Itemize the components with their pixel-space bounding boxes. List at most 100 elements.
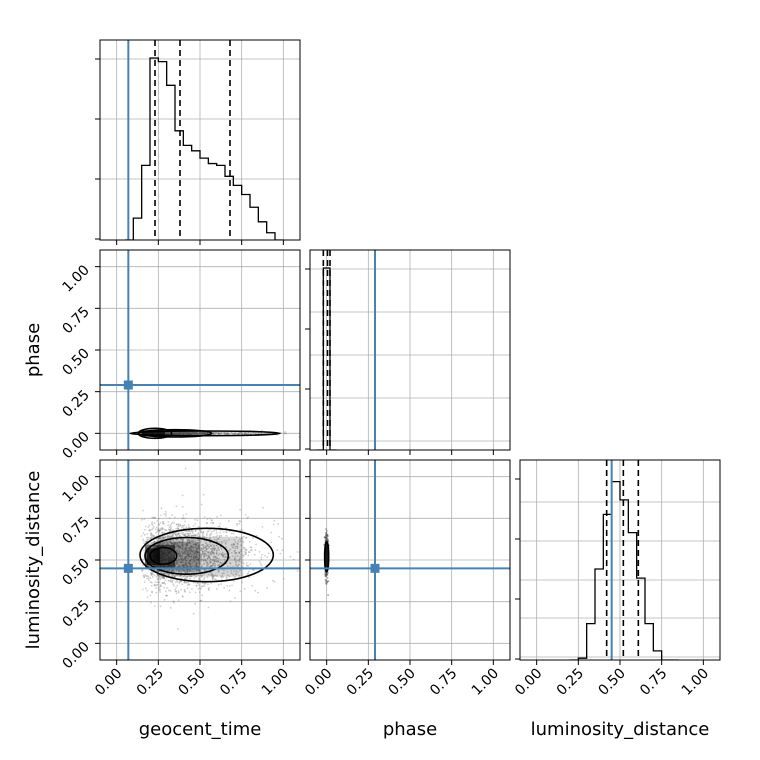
sample-point xyxy=(206,561,209,564)
sample-point xyxy=(159,522,162,524)
sample-point xyxy=(230,532,233,535)
sample-point xyxy=(181,432,184,434)
sample-point xyxy=(215,539,218,541)
sample-point xyxy=(166,535,169,538)
sample-point xyxy=(203,570,206,572)
sample-point xyxy=(187,432,190,435)
sample-point xyxy=(202,545,205,548)
sample-point xyxy=(300,545,302,547)
sample-point xyxy=(202,578,205,581)
sample-point xyxy=(189,433,191,436)
sample-point xyxy=(191,432,194,435)
sample-point xyxy=(195,565,198,568)
sample-point xyxy=(185,563,188,565)
sample-point xyxy=(210,564,213,567)
sample-point xyxy=(179,431,182,434)
sample-point xyxy=(168,573,170,576)
sample-point xyxy=(209,565,211,568)
sample-point xyxy=(193,556,196,559)
sample-point xyxy=(255,543,257,546)
sample-point xyxy=(177,545,179,547)
sample-point xyxy=(180,431,183,434)
sample-point xyxy=(184,547,187,550)
sample-point xyxy=(185,526,188,529)
sample-point xyxy=(202,534,205,537)
sample-point xyxy=(158,531,161,533)
sample-point xyxy=(214,563,217,566)
sample-point xyxy=(194,550,197,553)
x-tick-label: 0.00 xyxy=(92,666,125,699)
sample-point xyxy=(206,561,209,564)
sample-point xyxy=(228,432,230,435)
sample-point xyxy=(161,531,164,534)
sample-point xyxy=(144,525,147,528)
sample-point xyxy=(184,571,187,574)
sample-point xyxy=(179,574,182,577)
sample-point xyxy=(175,592,178,595)
sample-point xyxy=(222,555,225,558)
sample-point xyxy=(184,533,187,535)
sample-point xyxy=(187,551,190,553)
sample-point xyxy=(180,561,182,564)
sample-point xyxy=(191,432,194,435)
sample-point xyxy=(185,543,188,546)
sample-point xyxy=(202,560,205,563)
sample-point xyxy=(164,431,167,434)
sample-point xyxy=(220,562,223,565)
sample-point xyxy=(205,536,208,539)
sample-point xyxy=(282,577,285,580)
sample-point xyxy=(203,582,206,585)
sample-point xyxy=(166,431,169,434)
sample-point xyxy=(179,523,181,526)
sample-point xyxy=(159,583,161,586)
sample-point xyxy=(157,528,160,531)
sample-point xyxy=(206,557,209,560)
sample-point xyxy=(213,565,216,568)
sample-point xyxy=(234,432,237,435)
sample-point xyxy=(150,522,153,525)
sample-point xyxy=(179,432,182,435)
sample-point xyxy=(206,564,209,566)
sample-point xyxy=(220,553,223,555)
sample-point xyxy=(219,561,222,564)
sample-point xyxy=(188,583,191,586)
sample-point xyxy=(185,432,188,435)
sample-point xyxy=(181,541,184,544)
sample-point xyxy=(206,530,209,533)
sample-point xyxy=(189,555,192,558)
sample-point xyxy=(195,432,198,435)
sample-point xyxy=(181,547,183,550)
sample-point xyxy=(196,539,199,542)
sample-point xyxy=(193,564,196,567)
sample-point xyxy=(178,540,181,543)
sample-point xyxy=(209,517,211,520)
sample-point xyxy=(155,531,158,534)
sample-point xyxy=(217,432,219,435)
sample-point xyxy=(211,558,214,561)
sample-point xyxy=(167,543,169,546)
sample-point xyxy=(195,542,197,545)
sample-point xyxy=(247,565,250,567)
sample-point xyxy=(195,565,198,568)
sample-point xyxy=(212,555,215,558)
sample-point xyxy=(173,522,176,524)
sample-point xyxy=(183,552,186,554)
sample-point xyxy=(189,563,192,566)
sample-point xyxy=(200,587,202,590)
sample-point xyxy=(191,432,194,434)
sample-point xyxy=(195,555,198,558)
sample-point xyxy=(165,433,168,435)
sample-point xyxy=(195,550,198,553)
sample-point xyxy=(158,575,161,578)
sample-point xyxy=(201,557,203,560)
sample-point xyxy=(182,558,185,561)
sample-point xyxy=(187,526,190,529)
sample-point xyxy=(200,565,203,568)
panel-scatter-geocent_time-phase: 0.000.250.500.751.00 xyxy=(59,249,301,462)
sample-point xyxy=(198,577,201,579)
sample-point xyxy=(212,432,215,435)
sample-point xyxy=(143,549,145,552)
sample-point xyxy=(225,432,228,435)
sample-point xyxy=(213,556,216,559)
sample-point xyxy=(164,579,167,582)
